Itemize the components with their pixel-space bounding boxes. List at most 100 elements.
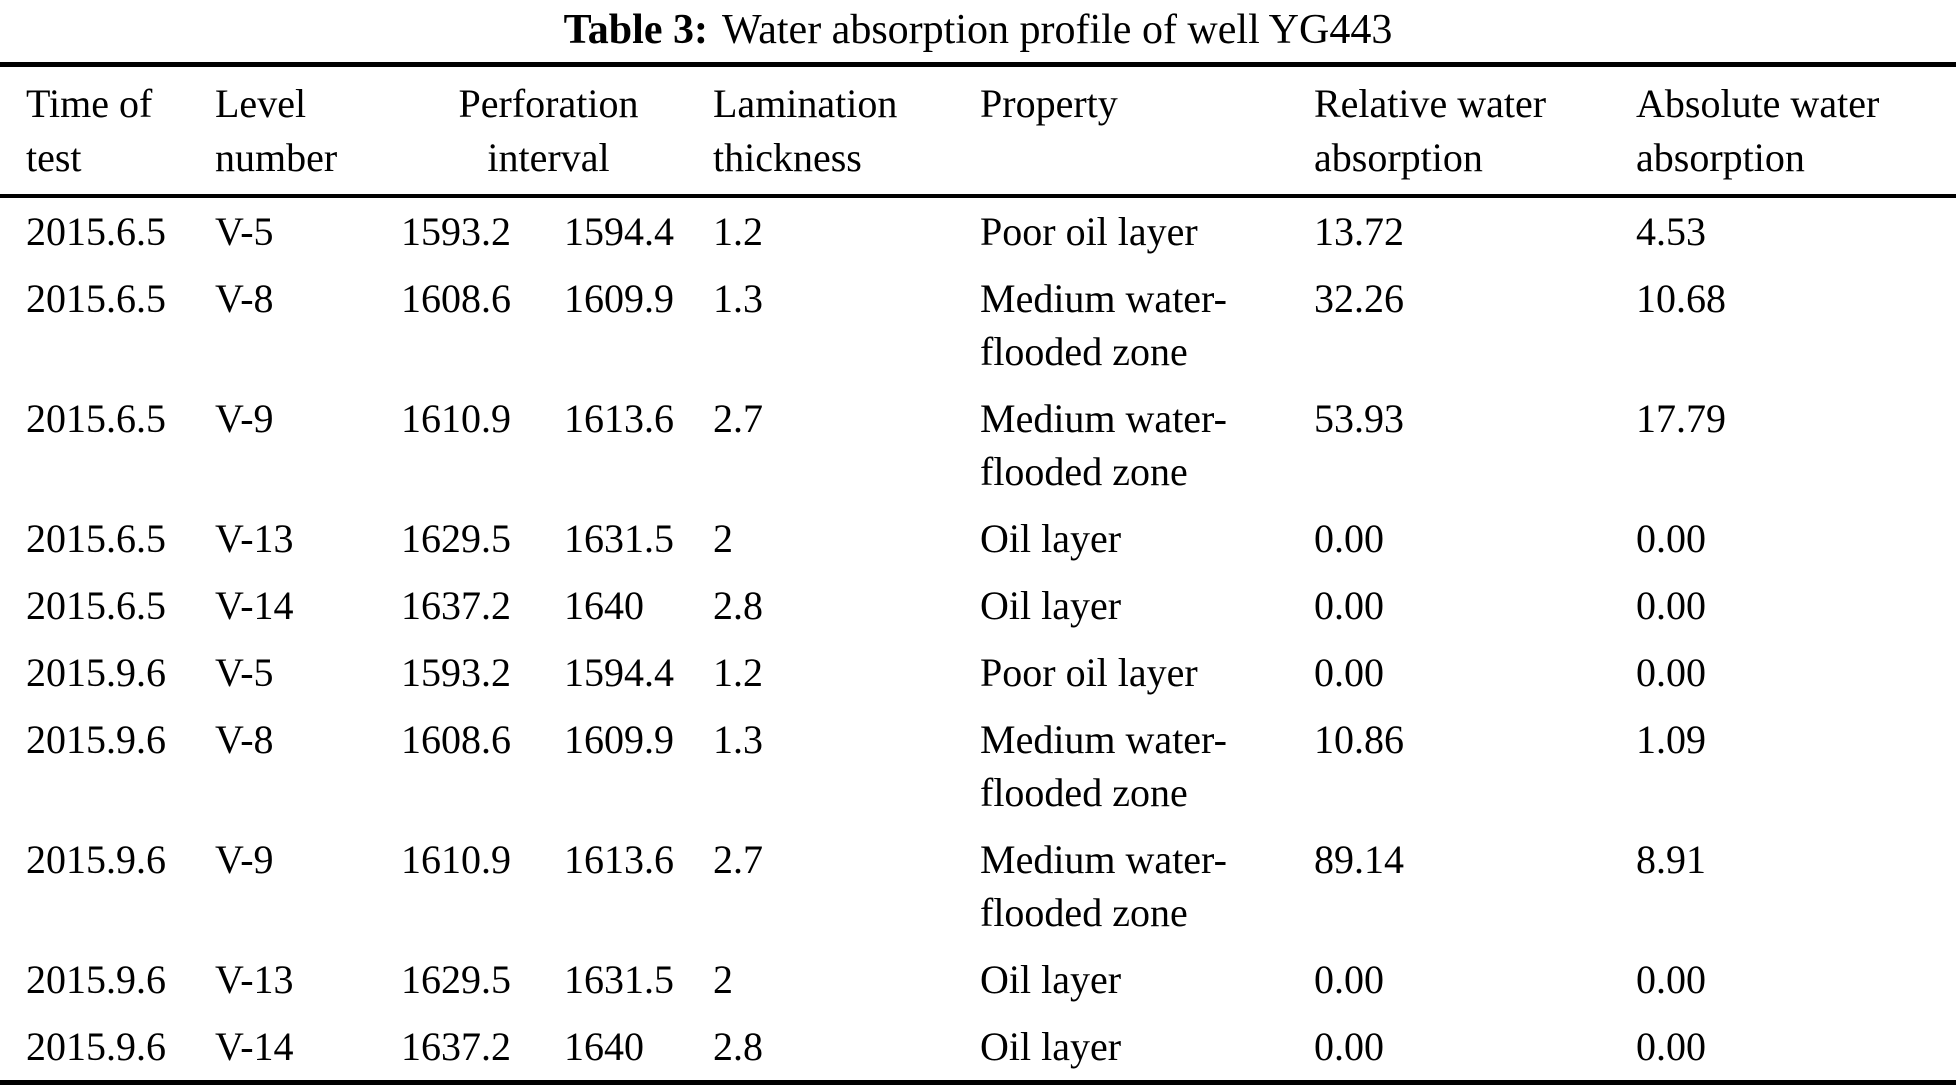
cell-absolute-absorption: 0.00 — [1636, 583, 1706, 628]
cell-relative-absorption: 10.86 — [1314, 717, 1404, 762]
cell-property: Medium water-flooded zone — [980, 837, 1227, 935]
cell-time: 2015.9.6 — [26, 650, 166, 695]
cell-level: V-8 — [215, 717, 274, 762]
header-row: Time of test Level number Perforation in… — [0, 65, 1956, 196]
col-header-absolute-absorption: Absolute water absorption — [1636, 81, 1880, 180]
cell-thickness: 2.7 — [713, 396, 763, 441]
table-caption-label: Table 3: — [563, 7, 708, 53]
cell-level: V-5 — [215, 209, 274, 254]
cell-thickness: 1.2 — [713, 209, 763, 254]
cell-perforation-interval: 1629.5 1631.5 — [356, 505, 696, 572]
perforation-from: 1608.6 — [401, 276, 511, 321]
cell-thickness: 1.3 — [713, 276, 763, 321]
cell-level: V-5 — [215, 650, 274, 695]
perforation-to: 1609.9 — [564, 276, 674, 321]
perforation-to: 1640 — [564, 583, 644, 628]
perforation-to: 1640 — [564, 1024, 644, 1069]
cell-absolute-absorption: 0.00 — [1636, 650, 1706, 695]
perforation-from: 1637.2 — [401, 1024, 511, 1069]
cell-relative-absorption: 0.00 — [1314, 583, 1384, 628]
cell-relative-absorption: 53.93 — [1314, 396, 1404, 441]
perforation-from: 1629.5 — [401, 957, 511, 1002]
table-row: 2015.9.6 V-13 1629.5 1631.5 2 Oil layer 0… — [0, 946, 1956, 1013]
cell-property: Medium water-flooded zone — [980, 396, 1227, 494]
table-row: 2015.9.6 V-14 1637.2 1640 2.8 Oil layer 0… — [0, 1013, 1956, 1083]
cell-relative-absorption: 89.14 — [1314, 837, 1404, 882]
cell-property: Oil layer — [980, 957, 1122, 1002]
cell-absolute-absorption: 8.91 — [1636, 837, 1706, 882]
cell-time: 2015.9.6 — [26, 837, 166, 882]
cell-property: Oil layer — [980, 516, 1122, 561]
cell-time: 2015.9.6 — [26, 957, 166, 1002]
cell-perforation-interval: 1593.2 1594.4 — [356, 639, 696, 706]
col-header-level-number: Level number — [215, 81, 338, 180]
cell-relative-absorption: 13.72 — [1314, 209, 1404, 254]
cell-relative-absorption: 0.00 — [1314, 957, 1384, 1002]
cell-absolute-absorption: 0.00 — [1636, 516, 1706, 561]
perforation-to: 1631.5 — [564, 516, 674, 561]
table-row: 2015.6.5 V-13 1629.5 1631.5 2 Oil layer 0… — [0, 505, 1956, 572]
cell-level: V-13 — [215, 516, 294, 561]
cell-property: Oil layer — [980, 1024, 1122, 1069]
cell-time: 2015.9.6 — [26, 717, 166, 762]
cell-thickness: 2.7 — [713, 837, 763, 882]
perforation-from: 1629.5 — [401, 516, 511, 561]
table-row: 2015.6.5 V-9 1610.9 1613.6 2.7 Medium wat… — [0, 385, 1956, 505]
cell-thickness: 2.8 — [713, 583, 763, 628]
cell-relative-absorption: 0.00 — [1314, 516, 1384, 561]
perforation-to: 1613.6 — [564, 396, 674, 441]
cell-thickness: 1.2 — [713, 650, 763, 695]
cell-relative-absorption: 32.26 — [1314, 276, 1404, 321]
cell-property: Oil layer — [980, 583, 1122, 628]
table-body: 2015.6.5 V-5 1593.2 1594.4 1.2 Poor oil l… — [0, 196, 1956, 1083]
cell-perforation-interval: 1629.5 1631.5 — [356, 946, 696, 1013]
cell-thickness: 2 — [713, 957, 733, 1002]
cell-relative-absorption: 0.00 — [1314, 650, 1384, 695]
table-caption-title: Water absorption profile of well YG443 — [721, 7, 1393, 53]
cell-time: 2015.9.6 — [26, 1024, 166, 1069]
cell-property: Poor oil layer — [980, 209, 1198, 254]
cell-level: V-14 — [215, 583, 294, 628]
perforation-from: 1610.9 — [401, 837, 511, 882]
cell-level: V-13 — [215, 957, 294, 1002]
cell-absolute-absorption: 1.09 — [1636, 717, 1706, 762]
cell-time: 2015.6.5 — [26, 583, 166, 628]
cell-perforation-interval: 1637.2 1640 — [356, 1013, 696, 1083]
table-caption: Table 3: Water absorption profile of well… — [0, 0, 1956, 62]
cell-perforation-interval: 1593.2 1594.4 — [356, 196, 696, 265]
cell-perforation-interval: 1608.6 1609.9 — [356, 706, 696, 826]
cell-property: Medium water-flooded zone — [980, 717, 1227, 815]
cell-perforation-interval: 1608.6 1609.9 — [356, 265, 696, 385]
cell-level: V-8 — [215, 276, 274, 321]
col-header-time-of-test: Time of test — [26, 81, 153, 180]
cell-time: 2015.6.5 — [26, 209, 166, 254]
cell-absolute-absorption: 17.79 — [1636, 396, 1726, 441]
cell-perforation-interval: 1637.2 1640 — [356, 572, 696, 639]
table-row: 2015.9.6 V-9 1610.9 1613.6 2.7 Medium wat… — [0, 826, 1956, 946]
perforation-from: 1593.2 — [401, 209, 511, 254]
col-header-lamination-thickness: Lamination thickness — [713, 81, 898, 180]
cell-perforation-interval: 1610.9 1613.6 — [356, 385, 696, 505]
col-header-perforation-interval: Perforation interval — [458, 81, 639, 180]
col-header-relative-absorption: Relative water absorption — [1314, 81, 1547, 180]
cell-perforation-interval: 1610.9 1613.6 — [356, 826, 696, 946]
table-row: 2015.6.5 V-8 1608.6 1609.9 1.3 Medium wat… — [0, 265, 1956, 385]
perforation-to: 1594.4 — [564, 209, 674, 254]
cell-thickness: 1.3 — [713, 717, 763, 762]
table-row: 2015.6.5 V-14 1637.2 1640 2.8 Oil layer 0… — [0, 572, 1956, 639]
perforation-from: 1610.9 — [401, 396, 511, 441]
perforation-to: 1594.4 — [564, 650, 674, 695]
cell-level: V-14 — [215, 1024, 294, 1069]
cell-absolute-absorption: 4.53 — [1636, 209, 1706, 254]
cell-level: V-9 — [215, 396, 274, 441]
cell-time: 2015.6.5 — [26, 276, 166, 321]
cell-time: 2015.6.5 — [26, 516, 166, 561]
cell-thickness: 2 — [713, 516, 733, 561]
table-row: 2015.9.6 V-8 1608.6 1609.9 1.3 Medium wat… — [0, 706, 1956, 826]
perforation-from: 1593.2 — [401, 650, 511, 695]
perforation-to: 1609.9 — [564, 717, 674, 762]
table-row: 2015.9.6 V-5 1593.2 1594.4 1.2 Poor oil l… — [0, 639, 1956, 706]
cell-property: Medium water-flooded zone — [980, 276, 1227, 374]
water-absorption-table: Time of test Level number Perforation in… — [0, 62, 1956, 1085]
